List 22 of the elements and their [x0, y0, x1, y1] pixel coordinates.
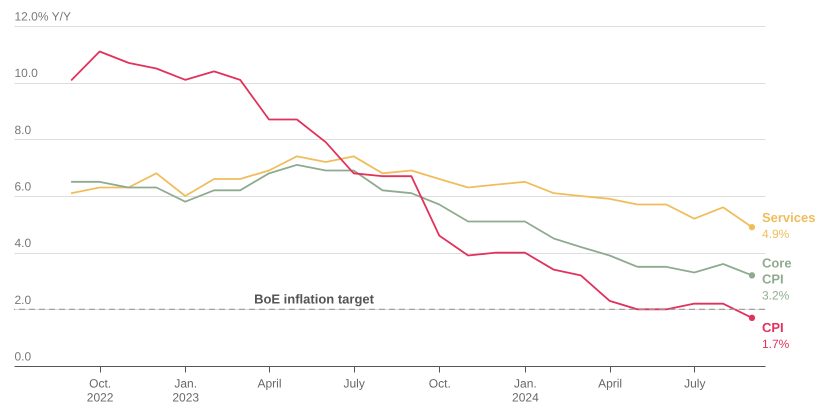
x-tick-label: July: [344, 376, 365, 390]
y-tick-label: 8.0: [14, 122, 32, 137]
x-tick-label: July: [684, 376, 706, 390]
data-label: 3.2%: [762, 288, 790, 302]
series-label: CPI: [762, 320, 784, 335]
series-label: Services: [762, 210, 816, 226]
x-tick-label: April: [257, 376, 282, 390]
ref-line-label: BoE inflation target: [254, 291, 375, 306]
data-label: 4.9%: [762, 227, 790, 242]
y-tick-label: 4.0: [14, 236, 32, 250]
y-tick-label: 10.0: [14, 66, 38, 80]
y-tick-label: 12.0% Y/Y: [14, 10, 71, 24]
data-label: 1.7%: [762, 336, 790, 351]
x-tick-label: April: [598, 376, 622, 390]
y-tick-label: 6.0: [14, 180, 32, 194]
x-tick-label: Jan. 2024: [512, 376, 540, 404]
x-tick-label: Oct.: [428, 376, 451, 390]
series-label: Core CPI: [762, 255, 792, 286]
y-tick-label: 2.0: [14, 292, 32, 307]
y-tick-label: 0.0: [14, 350, 32, 364]
x-tick-label: Oct. 2022: [86, 376, 114, 404]
x-tick-label: Jan. 2023: [172, 376, 200, 404]
